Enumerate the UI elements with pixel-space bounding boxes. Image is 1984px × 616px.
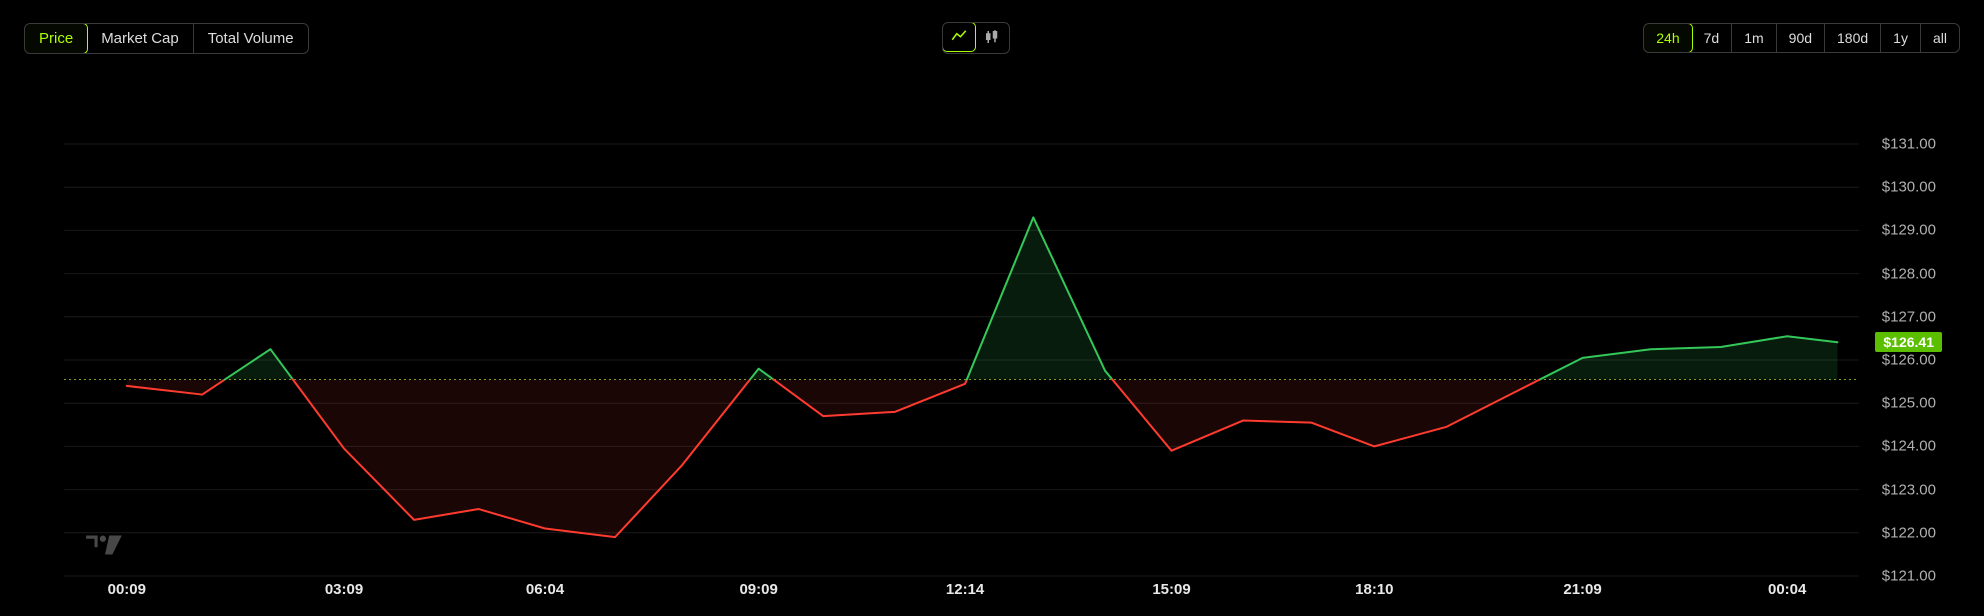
range-tabs: 24h7d1m90d180d1yall — [1643, 23, 1960, 53]
candle-chart-icon — [983, 28, 1001, 49]
metric-tab-price[interactable]: Price — [24, 23, 88, 54]
candle-chart-mode-button[interactable] — [975, 23, 1009, 53]
y-axis-tick: $128.00 — [1882, 265, 1936, 282]
price-chart: $121.00 $122.00 $123.00 $124.00 $125.00 $126.… — [24, 64, 1960, 616]
x-axis-tick: 18:10 — [1355, 581, 1393, 598]
metric-tab-total-volume[interactable]: Total Volume — [194, 24, 308, 53]
y-axis-tick: $122.00 — [1882, 524, 1936, 541]
range-tab-180d[interactable]: 180d — [1825, 24, 1881, 52]
line-chart-icon — [950, 27, 968, 48]
y-axis-tick: $121.00 — [1882, 568, 1936, 585]
x-axis-tick: 15:09 — [1152, 581, 1190, 598]
range-tab-90d[interactable]: 90d — [1777, 24, 1825, 52]
y-axis-tick: $127.00 — [1882, 308, 1936, 325]
x-axis-tick: 00:09 — [108, 581, 146, 598]
y-axis-tick: $123.00 — [1882, 481, 1936, 498]
range-tab-1y[interactable]: 1y — [1881, 24, 1921, 52]
x-axis-tick: 03:09 — [325, 581, 363, 598]
range-tab-7d[interactable]: 7d — [1692, 24, 1733, 52]
range-tab-all[interactable]: all — [1921, 24, 1959, 52]
x-axis-tick: 00:04 — [1768, 581, 1806, 598]
x-axis-tick: 09:09 — [739, 581, 777, 598]
metric-tab-market-cap[interactable]: Market Cap — [87, 24, 194, 53]
y-axis-tick: $129.00 — [1882, 222, 1936, 239]
y-axis-tick: $124.00 — [1882, 438, 1936, 455]
current-price-tag: $126.41 — [1875, 332, 1942, 352]
line-chart-mode-button[interactable] — [942, 22, 976, 52]
y-axis-tick: $125.00 — [1882, 395, 1936, 412]
x-axis-tick: 12:14 — [946, 581, 984, 598]
range-tab-1m[interactable]: 1m — [1732, 24, 1776, 52]
y-axis-tick: $126.00 — [1882, 352, 1936, 369]
range-tab-24h[interactable]: 24h — [1643, 23, 1692, 53]
y-axis-tick: $131.00 — [1882, 136, 1936, 153]
x-axis-tick: 21:09 — [1563, 581, 1601, 598]
metric-tabs: PriceMarket CapTotal Volume — [24, 23, 309, 54]
tradingview-watermark-icon — [84, 533, 126, 562]
chart-mode-toggle — [942, 22, 1010, 54]
x-axis-tick: 06:04 — [526, 581, 564, 598]
y-axis-tick: $130.00 — [1882, 179, 1936, 196]
